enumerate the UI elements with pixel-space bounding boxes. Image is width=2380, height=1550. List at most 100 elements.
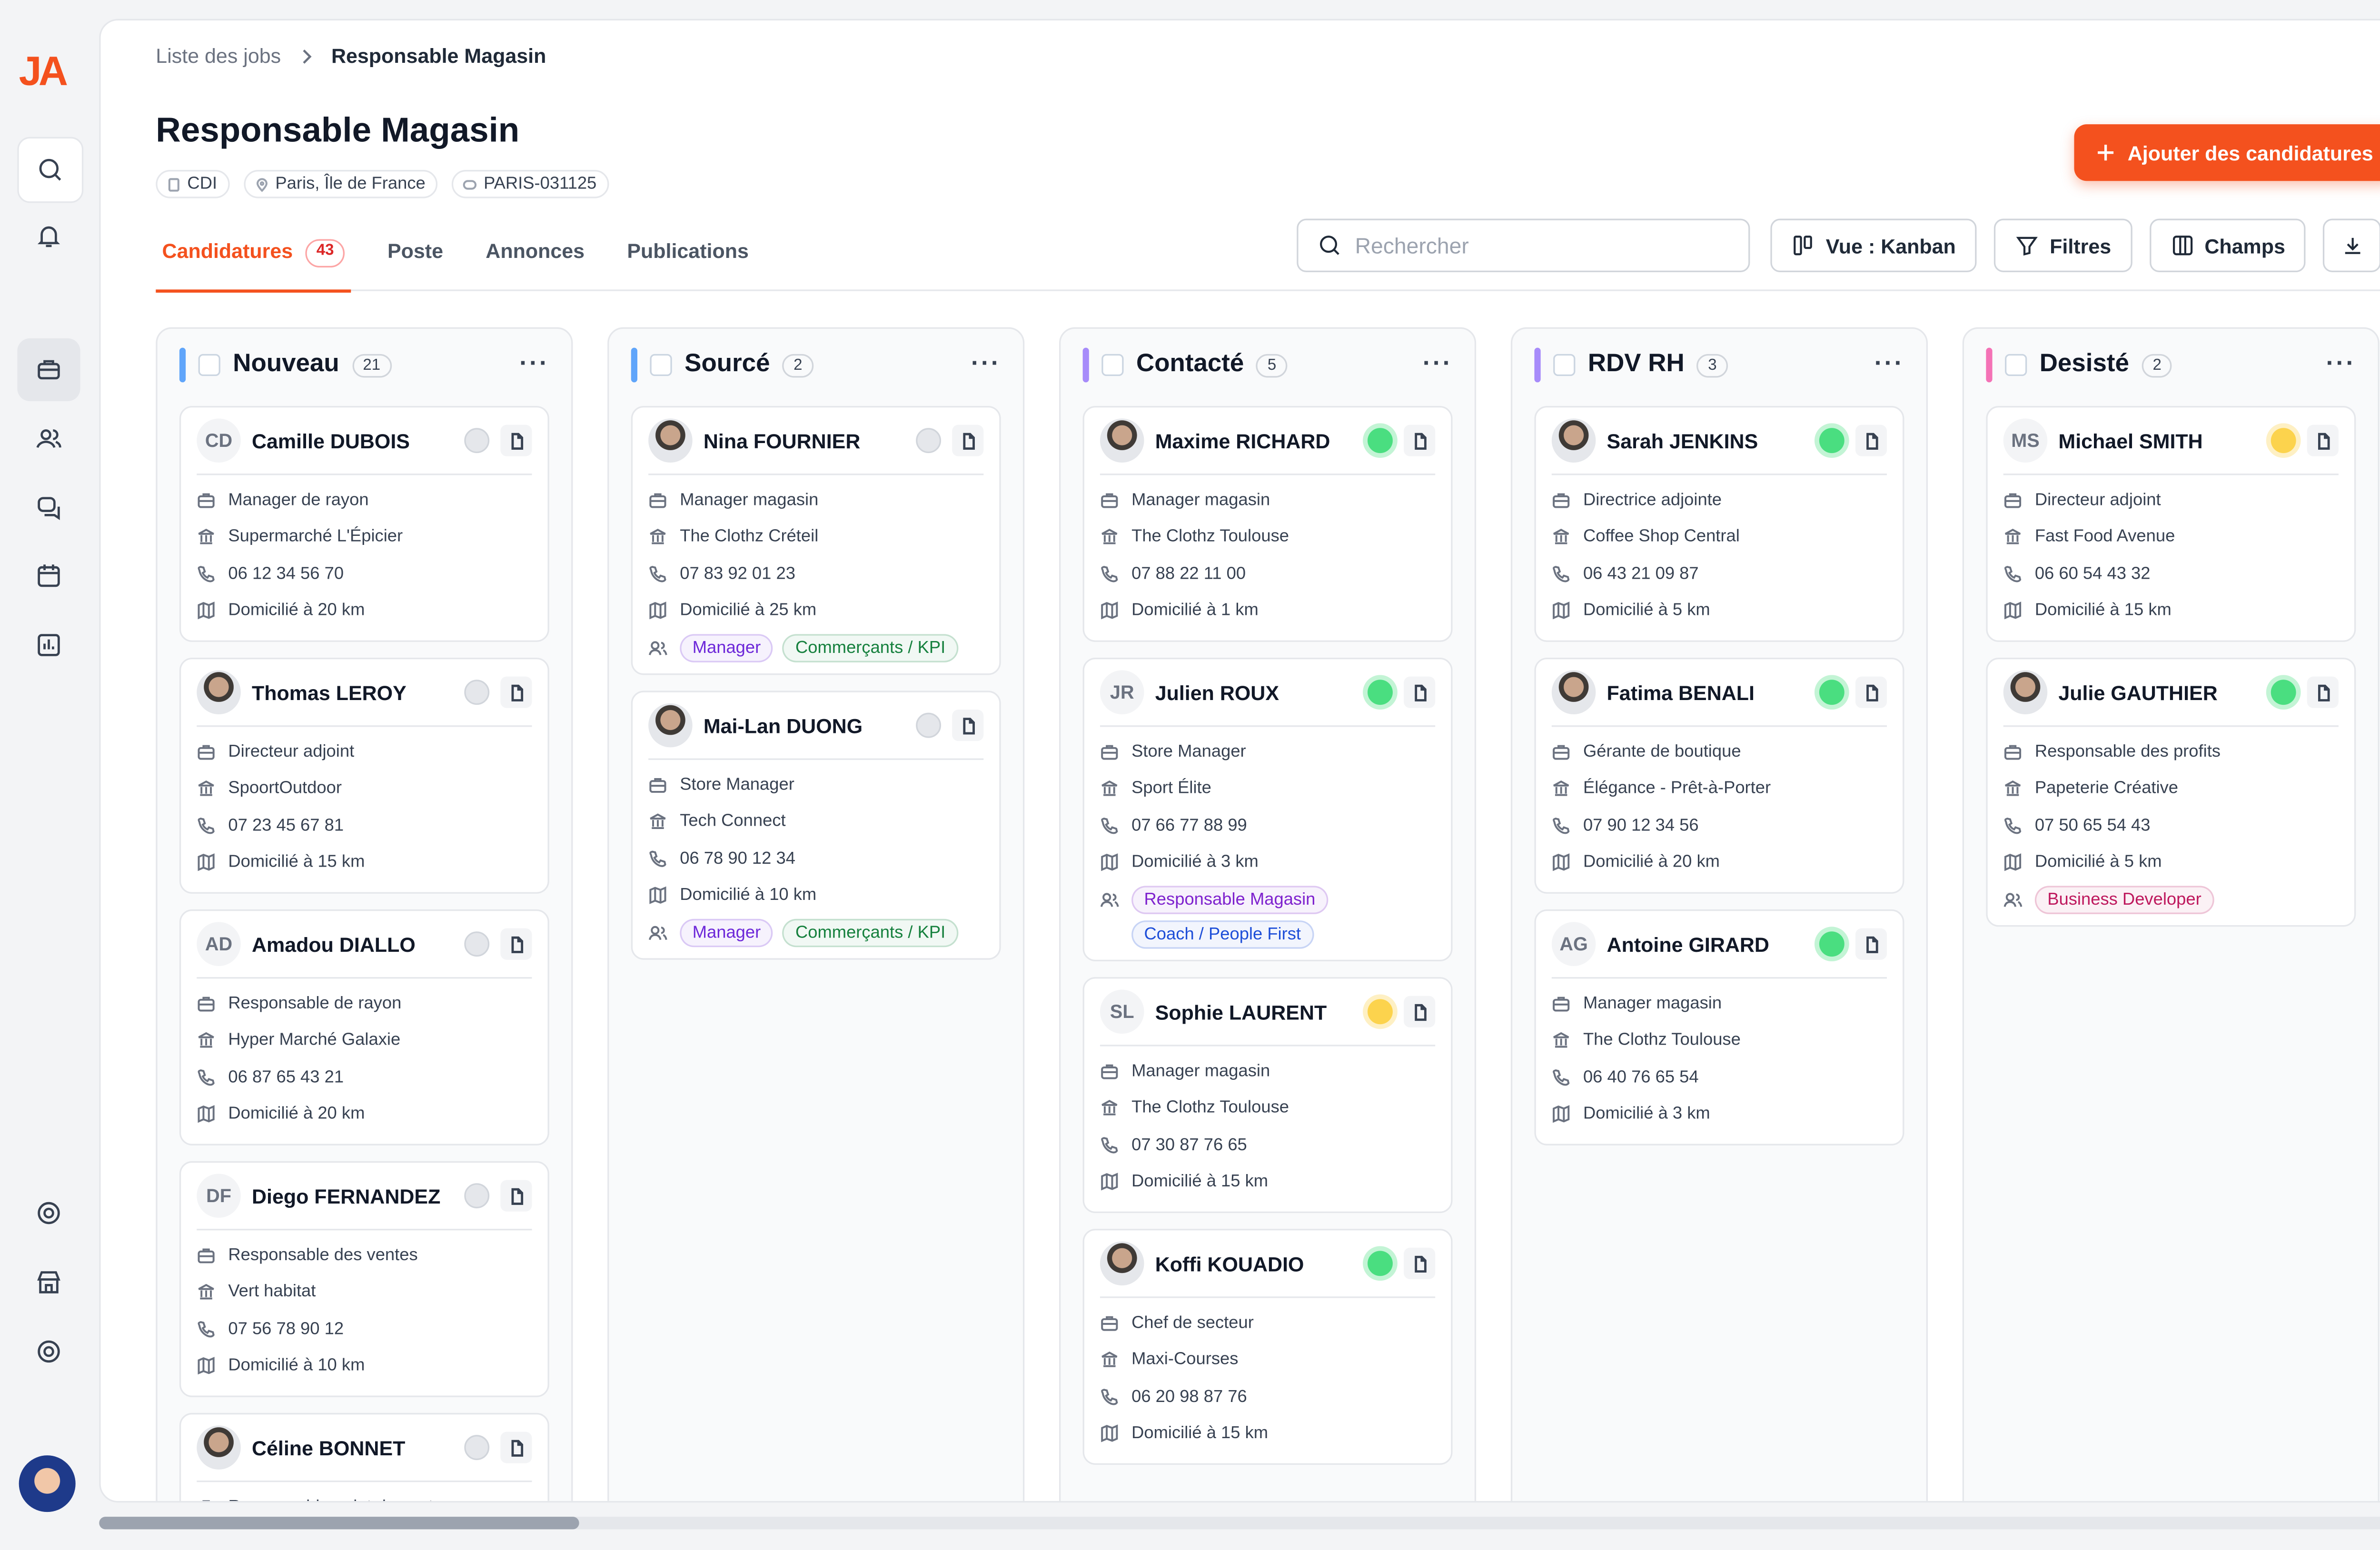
document-button[interactable] xyxy=(1404,676,1436,708)
column-checkbox[interactable] xyxy=(1553,354,1576,376)
search-placeholder: Rechercher xyxy=(1355,233,1469,258)
document-button[interactable] xyxy=(500,676,532,708)
status-indicator[interactable] xyxy=(1368,999,1393,1025)
candidate-card[interactable]: Mai-Lan DUONG Store Manager Tech Connect 06… xyxy=(631,691,1001,960)
status-indicator[interactable] xyxy=(464,1183,490,1209)
search-input[interactable]: Rechercher xyxy=(1297,218,1750,272)
card-distance: Domicilié à 20 km xyxy=(197,1096,532,1133)
phone-icon xyxy=(197,1068,216,1087)
candidate-card[interactable]: CD Camille DUBOIS Manager de rayon Supermar… xyxy=(179,405,549,642)
status-indicator[interactable] xyxy=(2271,680,2296,705)
user-avatar[interactable] xyxy=(19,1455,76,1512)
candidate-card[interactable]: DF Diego FERNANDEZ Responsable des ventes V… xyxy=(179,1161,549,1397)
candidate-card[interactable]: Koffi KOUADIO Chef de secteur Maxi-Courses… xyxy=(1082,1229,1453,1465)
role-icon xyxy=(197,491,216,510)
filters-button[interactable]: Filtres xyxy=(1993,218,2132,272)
candidate-card[interactable]: Thomas LEROY Directeur adjoint SpoortOutdo… xyxy=(179,657,549,894)
fields-button[interactable]: Champs xyxy=(2150,218,2306,272)
notifications-nav[interactable] xyxy=(17,205,80,267)
column-menu[interactable]: ··· xyxy=(1874,351,1904,378)
messages-nav[interactable] xyxy=(17,475,80,538)
store-nav[interactable] xyxy=(17,1251,80,1313)
column-checkbox[interactable] xyxy=(198,354,220,376)
search-nav[interactable] xyxy=(17,137,84,203)
document-button[interactable] xyxy=(500,1432,532,1463)
candidate-card[interactable]: Maxime RICHARD Manager magasin The Clothz … xyxy=(1082,405,1453,642)
distance-text: Domicilié à 3 km xyxy=(1131,853,1259,872)
status-indicator[interactable] xyxy=(2271,428,2296,454)
status-indicator[interactable] xyxy=(464,680,490,705)
status-indicator[interactable] xyxy=(1819,428,1844,454)
download-button[interactable] xyxy=(2322,218,2380,272)
status-indicator[interactable] xyxy=(1368,680,1393,705)
candidate-card[interactable]: AD Amadou DIALLO Responsable de rayon Hyper… xyxy=(179,909,549,1145)
view-button[interactable]: Vue : Kanban xyxy=(1770,218,1977,272)
document-button[interactable] xyxy=(1855,928,1887,960)
calendar-nav[interactable] xyxy=(17,544,80,607)
card-distance: Domicilié à 15 km xyxy=(1100,1415,1435,1452)
card-distance: Domicilié à 15 km xyxy=(1100,1164,1435,1201)
document-button[interactable] xyxy=(1404,1247,1436,1279)
column-menu[interactable]: ··· xyxy=(519,351,549,378)
status-indicator[interactable] xyxy=(464,428,490,454)
candidate-card[interactable]: MS Michael SMITH Directeur adjoint Fast Foo… xyxy=(1986,405,2356,642)
tab[interactable]: Annonces xyxy=(479,230,591,280)
card-distance: Domicilié à 20 km xyxy=(1552,844,1887,881)
tab[interactable]: Candidatures 43 xyxy=(156,230,351,293)
breadcrumb-link[interactable]: Liste des jobs xyxy=(156,44,281,68)
candidate-card[interactable]: Céline BONNET Responsable point de vente xyxy=(179,1412,549,1501)
candidate-card[interactable]: Julie GAUTHIER Responsable des profits Pap… xyxy=(1986,657,2356,927)
phone-icon xyxy=(648,564,667,583)
document-button[interactable] xyxy=(1404,425,1436,456)
breadcrumb: Liste des jobs Responsable Magasin xyxy=(156,44,546,68)
scrollbar-thumb[interactable] xyxy=(99,1517,579,1530)
candidate-card[interactable]: JR Julien ROUX Store Manager Sport Élite 07 … xyxy=(1082,657,1453,962)
jobs-nav[interactable] xyxy=(17,338,80,402)
status-indicator[interactable] xyxy=(1819,680,1844,705)
company-text: Vert habitat xyxy=(228,1283,316,1302)
candidate-card[interactable]: Fatima BENALI Gérante de boutique Élégance… xyxy=(1534,657,1904,894)
document-button[interactable] xyxy=(1404,996,1436,1027)
column-menu[interactable]: ··· xyxy=(1422,351,1453,378)
document-button[interactable] xyxy=(1855,676,1887,708)
document-button[interactable] xyxy=(1855,425,1887,456)
company-text: Sport Élite xyxy=(1131,779,1211,799)
document-button[interactable] xyxy=(500,425,532,456)
logo[interactable]: JA xyxy=(19,47,68,95)
card-header: CD Camille DUBOIS xyxy=(197,407,532,475)
status-indicator[interactable] xyxy=(916,712,942,738)
candidate-card[interactable]: Nina FOURNIER Manager magasin The Clothz C… xyxy=(631,405,1001,675)
column-menu[interactable]: ··· xyxy=(971,351,1001,378)
column-checkbox[interactable] xyxy=(650,354,672,376)
candidates-nav[interactable] xyxy=(17,407,80,470)
candidate-card[interactable]: Sarah JENKINS Directrice adjointe Coffee S… xyxy=(1534,405,1904,642)
status-indicator[interactable] xyxy=(464,931,490,957)
column-menu[interactable]: ··· xyxy=(2326,351,2356,378)
status-indicator[interactable] xyxy=(1368,428,1393,454)
main-panel: Liste des jobs Responsable Magasin Respo… xyxy=(99,19,2380,1503)
column-header: Desisté 2 ··· xyxy=(1964,329,2378,401)
document-button[interactable] xyxy=(2307,676,2339,708)
document-button[interactable] xyxy=(2307,425,2339,456)
settings-nav[interactable] xyxy=(17,1182,80,1244)
document-button[interactable] xyxy=(952,425,984,456)
status-indicator[interactable] xyxy=(916,428,942,454)
status-indicator[interactable] xyxy=(1368,1251,1393,1276)
breadcrumb-current: Responsable Magasin xyxy=(331,44,546,68)
add-button[interactable]: Ajouter des candidatures xyxy=(2074,124,2380,181)
tab[interactable]: Poste xyxy=(381,230,450,280)
help-nav[interactable] xyxy=(17,1320,80,1383)
document-button[interactable] xyxy=(500,1180,532,1212)
document-button[interactable] xyxy=(500,928,532,960)
candidate-card[interactable]: AG Antoine GIRARD Manager magasin The Cloth… xyxy=(1534,909,1904,1145)
candidate-card[interactable]: SL Sophie LAURENT Manager magasin The Cloth… xyxy=(1082,977,1453,1214)
card-phone: 07 50 65 54 43 xyxy=(2003,807,2339,844)
status-indicator[interactable] xyxy=(1819,931,1844,957)
column-checkbox[interactable] xyxy=(2004,354,2027,376)
stats-nav[interactable] xyxy=(17,613,80,676)
document-button[interactable] xyxy=(952,710,984,741)
column-checkbox[interactable] xyxy=(1101,354,1124,376)
tab[interactable]: Publications xyxy=(621,230,755,280)
status-indicator[interactable] xyxy=(464,1435,490,1461)
breadcrumb-separator xyxy=(302,49,311,63)
